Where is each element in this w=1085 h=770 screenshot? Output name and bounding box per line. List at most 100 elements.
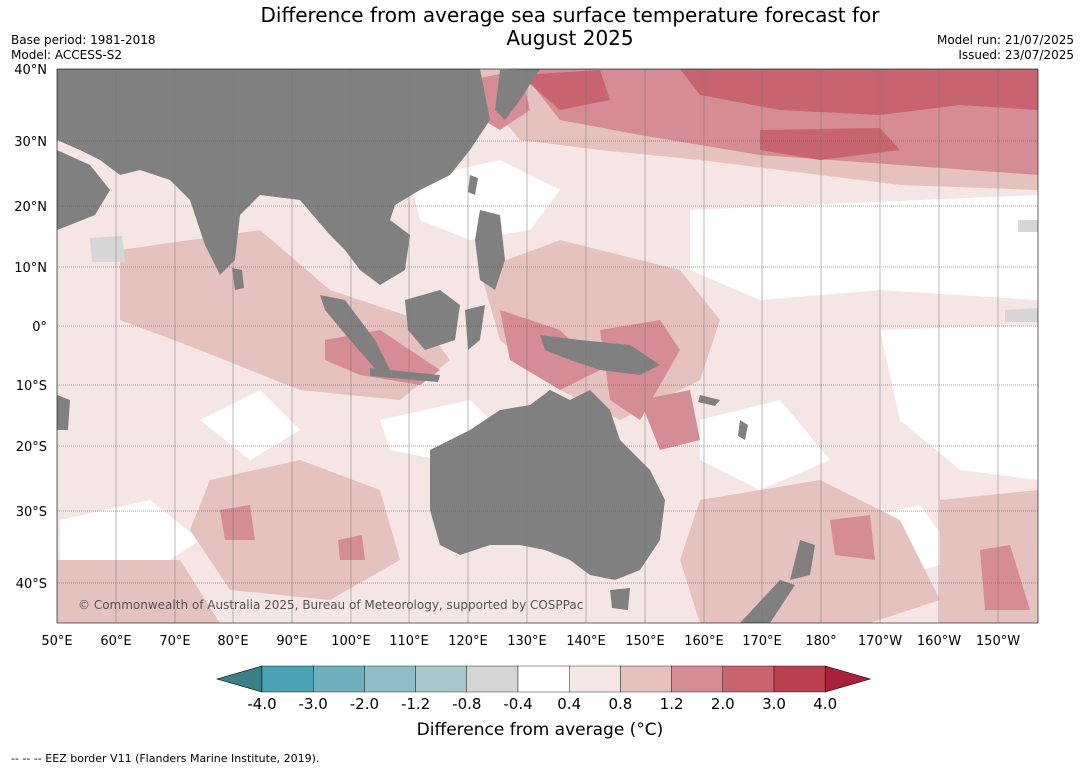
colorbar-tick-label: 2.0 [711, 695, 735, 713]
latitude-label: 30°S [16, 505, 47, 520]
anomaly-zone-warm-2 [220, 505, 255, 540]
colorbar-segment [671, 665, 723, 693]
colorbar-segment [313, 665, 365, 693]
colorbar-tick-label: 0.4 [557, 695, 581, 713]
longitude-label: 120°E [448, 634, 488, 649]
latitude-label: 20°N [14, 200, 47, 215]
land [57, 69, 815, 623]
new-zealand-north-island [790, 540, 815, 580]
model-run-text: Model run: 21/07/2025 [936, 33, 1074, 47]
anomaly-zone-warm-2 [980, 545, 1030, 610]
colorbar: -4.0 -3.0 -2.0 -1.2 -0.8 -0.4 0.4 0.8 1.2 2.0 3.0 4… [215, 665, 872, 713]
australia-landmass [430, 390, 665, 580]
colorbar-segment [415, 665, 468, 693]
map-title: Difference from average sea surface temp… [220, 4, 920, 50]
colorbar-extend-low [215, 665, 263, 693]
solomon-islands [698, 395, 720, 406]
longitude-label: 100°E [331, 634, 371, 649]
anomaly-zone-neutral [700, 400, 830, 490]
anomaly-zone-cool [1005, 308, 1038, 322]
anomaly-zone-cool [90, 236, 125, 262]
run-info: Model run: 21/07/2025 Issued: 23/07/2025 [937, 33, 1074, 63]
colorbar-tick-label: -1.2 [401, 695, 430, 713]
colorbar-segment [569, 665, 621, 693]
latitude-label: 10°S [16, 379, 47, 394]
anomaly-zone-cool [1018, 220, 1038, 232]
longitude-labels: 50°E 60°E 70°E 80°E 90°E 100°E 110°E 120°E 130°E… [41, 634, 1020, 649]
anomaly-zone-neutral [880, 325, 1038, 480]
longitude-label: 170°E [742, 634, 782, 649]
map-frame [56, 68, 1039, 624]
longitude-label: 80°E [217, 634, 248, 649]
java-landmass [370, 368, 440, 382]
longitude-label: 60°E [100, 634, 131, 649]
latitude-label: 40°S [16, 577, 47, 592]
longitude-label: 160°W [917, 634, 961, 649]
anomaly-zone-warm-3 [760, 128, 900, 160]
colorbar-tick-label: -0.4 [503, 695, 532, 713]
longitude-label: 150°W [976, 634, 1020, 649]
copyright-credit: © Commonwealth of Australia 2025, Bureau… [78, 598, 583, 612]
model-text: Model: ACCESS-S2 [11, 48, 123, 62]
new-zealand-south-island [740, 580, 795, 623]
anomaly-zone-warm-1 [57, 560, 220, 623]
new-guinea-landmass [540, 335, 660, 375]
longitude-label: 150°E [625, 634, 665, 649]
colorbar-extend-high [824, 665, 872, 693]
model-info: Base period: 1981-2018 Model: ACCESS-S2 [11, 33, 156, 63]
longitude-label: 110°E [389, 634, 429, 649]
colorbar-tick-label: 4.0 [813, 695, 837, 713]
vanuatu-islands [738, 420, 748, 440]
colorbar-segment [620, 665, 672, 693]
colorbar-tick-label: 0.8 [608, 695, 632, 713]
anomaly-zone-warm-2 [830, 515, 875, 560]
asia-landmass [57, 69, 490, 285]
colorbar-segment [773, 665, 826, 693]
anomaly-zone-neutral [690, 195, 1038, 300]
latitude-label: 40°N [14, 63, 47, 78]
longitude-label: 50°E [41, 634, 72, 649]
arabia-landmass [57, 150, 110, 230]
latitude-label: 0° [32, 320, 47, 335]
colorbar-tick-label: 1.2 [660, 695, 684, 713]
latitude-labels: 40°N 30°N 20°N 10°N 0° 10°S 20°S 30°S 40°S [14, 63, 47, 592]
longitude-label: 130°E [507, 634, 547, 649]
anomaly-zone-neutral [410, 160, 560, 240]
longitude-label: 180° [805, 634, 836, 649]
anomaly-zone-warm-2 [338, 535, 365, 560]
madagascar-landmass [57, 395, 70, 430]
colorbar-tick-label: -2.0 [350, 695, 379, 713]
title-line-2: August 2025 [506, 26, 634, 50]
sri-lanka-landmass [232, 268, 244, 290]
latitude-label: 10°N [14, 261, 47, 276]
colorbar-tick-label: 3.0 [762, 695, 786, 713]
title-line-1: Difference from average sea surface temp… [260, 3, 880, 27]
borneo-landmass [405, 290, 460, 350]
colorbar-tick-label: -0.8 [452, 695, 481, 713]
anomaly-zone-warm-1 [190, 460, 400, 600]
anomaly-zone-warm-3 [520, 70, 610, 110]
philippines-landmass [475, 210, 505, 290]
colorbar-segment [261, 665, 314, 693]
colorbar-segment [466, 665, 519, 693]
graticule [57, 69, 1038, 623]
anomaly-zone-neutral [200, 390, 300, 460]
anomaly-zone-warm-3 [680, 69, 1038, 115]
base-period-text: Base period: 1981-2018 [11, 33, 156, 47]
colorbar-tick-label: -4.0 [247, 695, 276, 713]
longitude-label: 90°E [276, 634, 307, 649]
tasmania-landmass [610, 588, 630, 610]
taiwan-landmass [468, 175, 478, 195]
korea-landmass [468, 95, 485, 125]
colorbar-segment [517, 665, 570, 693]
issued-text: Issued: 23/07/2025 [958, 48, 1074, 62]
map-canvas: © Commonwealth of Australia 2025, Bureau… [57, 69, 1038, 623]
sumatra-landmass [320, 295, 390, 372]
anomaly-zone-warm-2 [640, 390, 700, 450]
longitude-label: 170°W [858, 634, 902, 649]
latitude-label: 30°N [14, 135, 47, 150]
colorbar-segment [364, 665, 416, 693]
sulawesi-landmass [465, 305, 485, 350]
longitude-label: 140°E [566, 634, 606, 649]
